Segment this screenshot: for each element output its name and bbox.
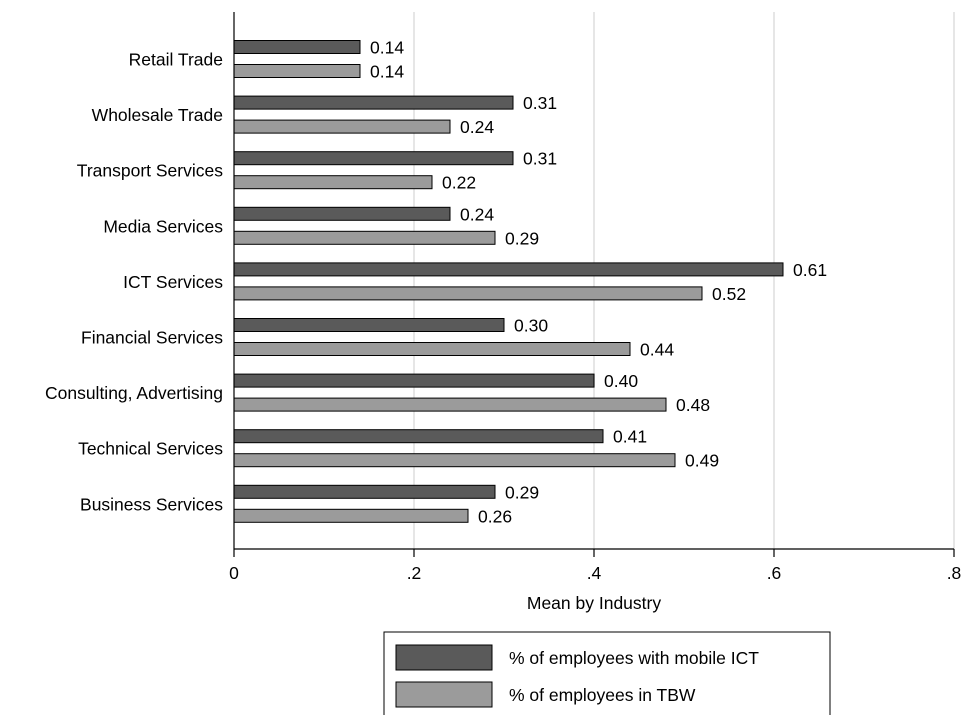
bar	[233, 95, 514, 110]
bar-value-label: 0.31	[523, 149, 557, 169]
bar-value-label: 0.24	[460, 117, 494, 137]
x-tick-label: .4	[587, 563, 602, 583]
bar	[233, 429, 604, 444]
bar	[233, 206, 451, 221]
x-ticks: 0 .2 .4 .6 .8	[229, 549, 961, 583]
bar-value-label: 0.22	[442, 173, 476, 193]
category-label: Retail Trade	[129, 50, 223, 70]
gridlines	[413, 12, 955, 549]
bar-value-label: 0.61	[793, 260, 827, 280]
bar	[233, 342, 631, 356]
bar	[233, 64, 361, 78]
category-label: ICT Services	[123, 272, 223, 292]
bar-value-label: 0.29	[505, 482, 539, 502]
bar-value-label: 0.52	[712, 284, 746, 304]
bar-value-label: 0.41	[613, 427, 647, 447]
bar-value-label: 0.24	[460, 204, 494, 224]
bar-value-label: 0.31	[523, 93, 557, 113]
legend-label-mobile-ict: % of employees with mobile ICT	[509, 648, 759, 668]
bar-value-label: 0.40	[604, 371, 638, 391]
x-axis-title: Mean by Industry	[527, 593, 661, 613]
bar	[233, 119, 451, 134]
bar-value-label: 0.14	[370, 38, 404, 58]
bar	[233, 262, 784, 277]
bar	[233, 40, 361, 54]
category-label: Business Services	[80, 494, 223, 514]
x-tick-label: .8	[947, 563, 962, 583]
bar-value-label: 0.48	[676, 395, 710, 415]
x-tick-label: .6	[767, 563, 782, 583]
bar	[233, 373, 595, 388]
bar-value-label: 0.49	[685, 451, 719, 471]
category-labels: Retail Trade Wholesale Trade Transport Ser…	[45, 50, 223, 515]
bars	[233, 40, 784, 523]
bar-value-label: 0.44	[640, 340, 674, 360]
category-label: Wholesale Trade	[92, 105, 223, 125]
bar	[233, 175, 433, 190]
category-label: Technical Services	[78, 439, 223, 459]
bar	[233, 230, 496, 245]
legend: % of employees with mobile ICT % of empl…	[383, 631, 831, 715]
bar	[233, 318, 505, 332]
category-label: Consulting, Advertising	[45, 383, 223, 403]
bar-value-label: 0.29	[505, 228, 539, 248]
category-label: Transport Services	[77, 161, 223, 181]
bar	[233, 151, 514, 166]
bar-value-label: 0.30	[514, 316, 548, 336]
legend-swatch-mobile-ict	[395, 644, 493, 671]
bar-value-label: 0.26	[478, 506, 512, 526]
bar	[233, 484, 496, 499]
bar	[233, 453, 676, 468]
value-labels: 0.14 0.14 0.31 0.24 0.31 0.22 0.24 0.29 0.61 0.52…	[370, 38, 827, 527]
legend-swatch-tbw	[395, 681, 493, 708]
bar	[233, 508, 469, 523]
x-tick-label: 0	[229, 563, 239, 583]
category-label: Media Services	[103, 216, 223, 236]
bar-value-label: 0.14	[370, 62, 404, 82]
legend-label-tbw: % of employees in TBW	[509, 685, 696, 705]
category-label: Financial Services	[81, 328, 223, 348]
x-tick-label: .2	[407, 563, 422, 583]
bar	[233, 286, 703, 301]
bar	[233, 397, 667, 412]
